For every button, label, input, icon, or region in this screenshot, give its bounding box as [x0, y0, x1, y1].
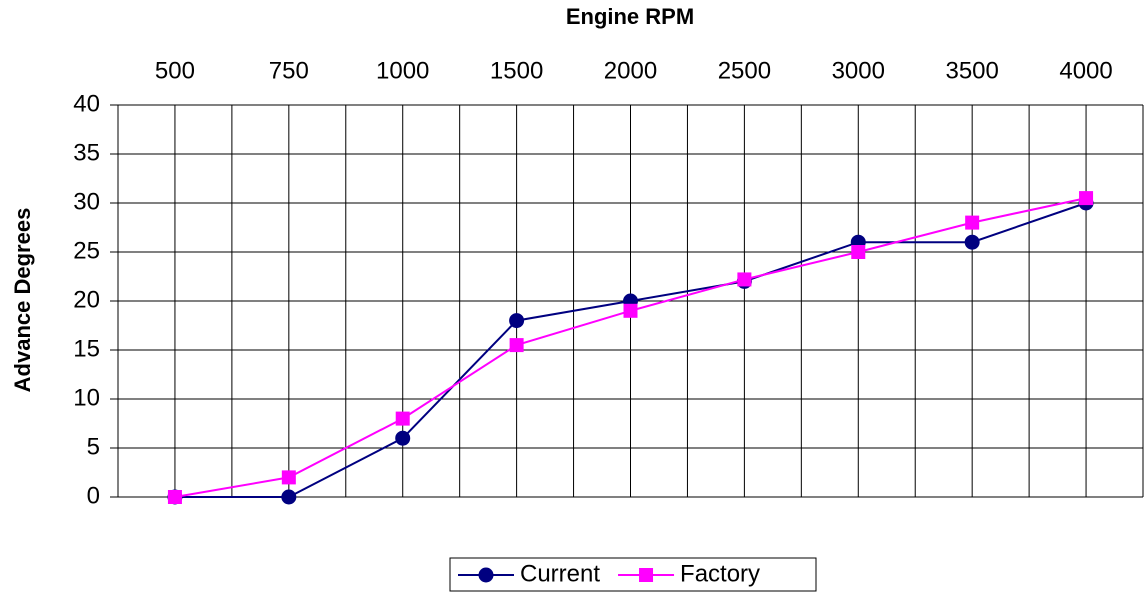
x-tick-label: 1000 — [376, 57, 429, 84]
x-axis-title: Engine RPM — [566, 4, 694, 29]
point — [737, 272, 752, 287]
y-tick-label: 0 — [87, 482, 100, 509]
y-axis-title: Advance Degrees — [10, 208, 35, 393]
point — [395, 430, 411, 446]
point — [964, 234, 980, 250]
point — [623, 303, 638, 318]
point — [395, 411, 410, 426]
y-tick-label: 30 — [73, 188, 100, 215]
x-tick-label: 2500 — [718, 57, 771, 84]
legend-label: Factory — [680, 560, 760, 587]
legend-marker — [478, 567, 494, 583]
x-tick-label: 2000 — [604, 57, 657, 84]
x-tick-label: 3500 — [945, 57, 998, 84]
point — [1079, 191, 1094, 206]
point — [281, 489, 297, 505]
point — [509, 313, 525, 329]
legend-label: Current — [520, 560, 600, 587]
y-tick-label: 10 — [73, 384, 100, 411]
x-tick-label: 4000 — [1059, 57, 1112, 84]
x-tick-label: 1500 — [490, 57, 543, 84]
y-tick-label: 15 — [73, 335, 100, 362]
x-tick-label: 3000 — [832, 57, 885, 84]
y-tick-label: 5 — [87, 433, 100, 460]
y-tick-label: 40 — [73, 90, 100, 117]
y-tick-label: 35 — [73, 139, 100, 166]
point — [965, 215, 980, 230]
legend-marker — [639, 568, 654, 582]
point — [851, 245, 866, 259]
point — [281, 470, 296, 485]
point — [509, 338, 524, 353]
y-tick-label: 20 — [73, 286, 100, 313]
x-tick-label: 500 — [155, 57, 195, 84]
y-tick-label: 25 — [73, 237, 100, 264]
point — [167, 490, 182, 504]
x-tick-label: 750 — [269, 57, 309, 84]
